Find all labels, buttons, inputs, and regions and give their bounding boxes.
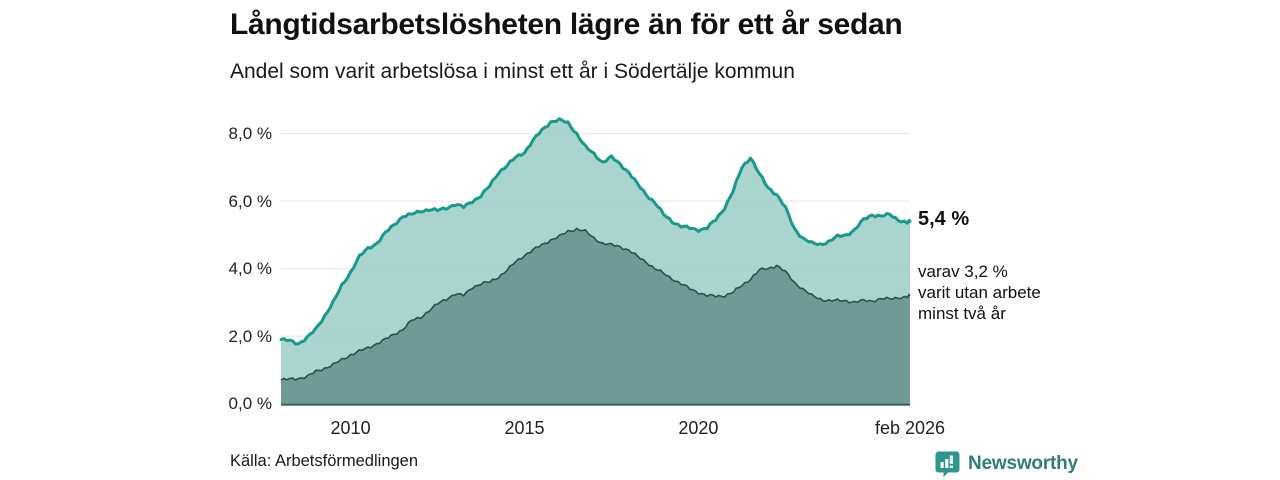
detail-line-3: minst två år	[918, 304, 1006, 323]
detail-line-1: varav 3,2 %	[918, 262, 1008, 281]
x-axis-tick-label: 2010	[330, 418, 371, 438]
detail-line-2: varit utan arbete	[918, 283, 1041, 302]
x-axis-tick-label: 2015	[504, 418, 545, 438]
y-axis-tick-label: 6,0 %	[228, 191, 272, 211]
newsworthy-bubble-chart-icon	[934, 450, 961, 478]
page-title: Långtidsarbetslösheten lägre än för ett …	[230, 8, 903, 41]
y-axis-tick-label: 8,0 %	[228, 124, 272, 144]
y-axis-tick-label: 4,0 %	[228, 259, 272, 279]
y-axis-tick-label: 0,0 %	[228, 394, 272, 414]
x-axis-tick-label: 2020	[678, 418, 719, 438]
page-subtitle: Andel som varit arbetslösa i minst ett å…	[230, 60, 795, 83]
y-axis-tick-label: 2,0 %	[228, 326, 272, 346]
x-axis-tick-label: feb 2026	[874, 418, 946, 438]
brand-logo: Newsworthy	[934, 450, 1078, 478]
brand-name: Newsworthy	[968, 453, 1078, 474]
series-end-value-total: 5,4 %	[918, 208, 970, 230]
series-end-value-detail: varav 3,2 % varit utan arbete minst två …	[918, 261, 1041, 324]
source-attribution: Källa: Arbetsförmedlingen	[230, 452, 419, 470]
